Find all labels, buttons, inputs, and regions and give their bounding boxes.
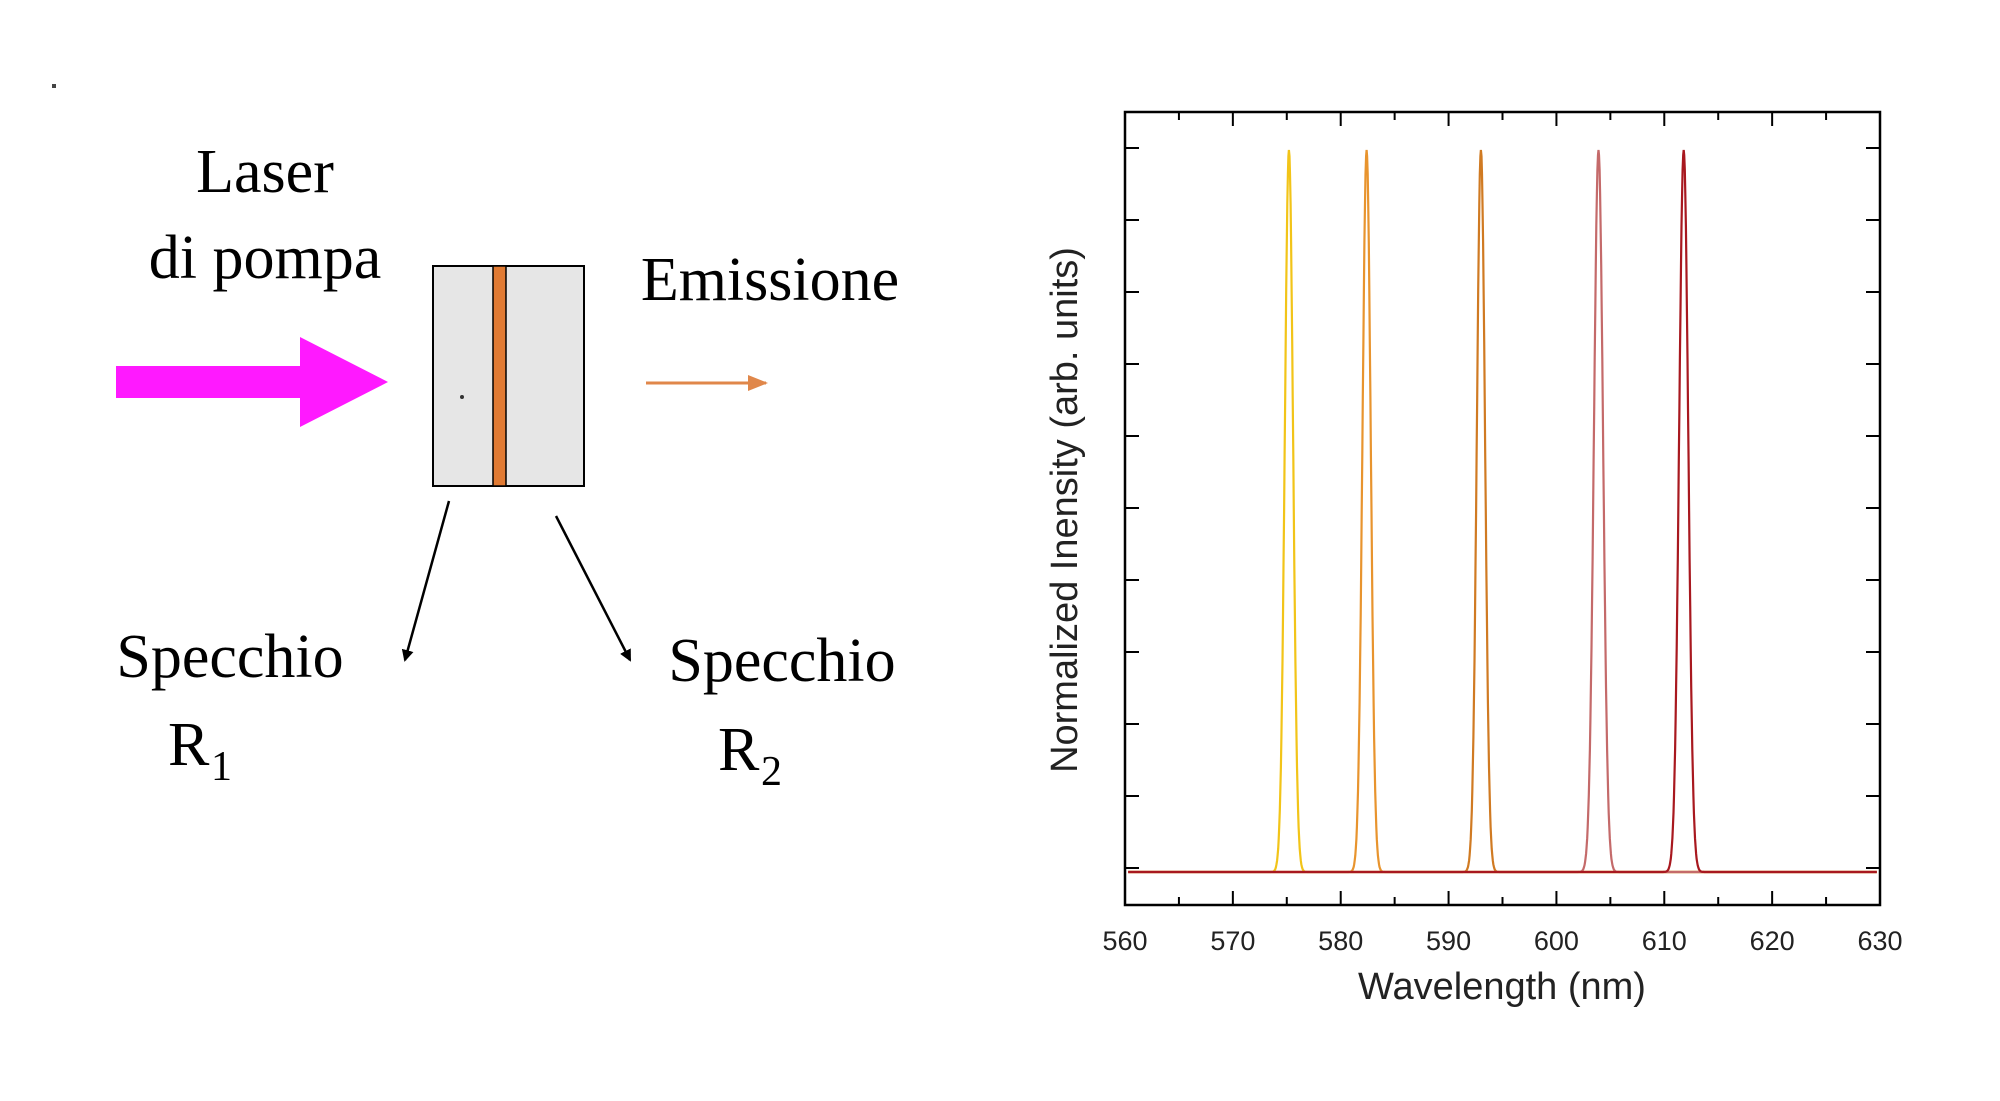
laser-cavity bbox=[432, 265, 585, 487]
laser-cavity-diagram: Laser di pompa Emissione Specchio R 1 Sp… bbox=[116, 138, 899, 795]
x-tick-label: 620 bbox=[1750, 926, 1795, 956]
cavity-dot bbox=[460, 395, 464, 399]
mirror2-pointer-arrow bbox=[554, 515, 632, 662]
plot-frame bbox=[1123, 110, 1882, 907]
x-tick-label: 590 bbox=[1426, 926, 1471, 956]
x-tick-label: 630 bbox=[1857, 926, 1902, 956]
mirror2-label: Specchio bbox=[668, 627, 895, 695]
pump-label-line1: Laser bbox=[196, 138, 334, 206]
emission-label: Emissione bbox=[641, 246, 899, 314]
pump-arrow bbox=[116, 337, 388, 427]
x-tick-label: 570 bbox=[1210, 926, 1255, 956]
x-axis-title: Wavelength (nm) bbox=[1358, 966, 1646, 1008]
chart-ticks bbox=[1124, 112, 1881, 905]
spectrum-peak-line bbox=[1128, 149, 1877, 874]
x-tick-label: 580 bbox=[1318, 926, 1363, 956]
y-axis-title: Normalized Inensity (arb. units) bbox=[1044, 247, 1086, 773]
mirror2-subscript: 2 bbox=[761, 749, 782, 795]
chart-series bbox=[1128, 149, 1877, 874]
mirror1-symbol: R bbox=[168, 711, 210, 779]
x-tick-label: 600 bbox=[1534, 926, 1579, 956]
pump-label-line2: di pompa bbox=[149, 224, 381, 292]
stray-dot bbox=[52, 84, 56, 88]
spectrum-peak-line bbox=[1128, 149, 1877, 874]
gain-medium-layer bbox=[492, 265, 507, 487]
x-tick-label: 610 bbox=[1642, 926, 1687, 956]
mirror1-pointer-arrow bbox=[401, 500, 451, 662]
mirror1-label: Specchio bbox=[116, 623, 343, 691]
x-tick-label: 560 bbox=[1102, 926, 1147, 956]
spectrum-peak-line bbox=[1128, 149, 1877, 874]
x-tick-labels: 560 570 580 590 600 610 620 630 bbox=[1102, 926, 1902, 956]
mirror2-symbol: R bbox=[718, 716, 760, 784]
mirror1-subscript: 1 bbox=[211, 744, 232, 790]
spectrum-peak-line bbox=[1128, 149, 1877, 874]
spectrum-peak-line bbox=[1128, 149, 1877, 874]
